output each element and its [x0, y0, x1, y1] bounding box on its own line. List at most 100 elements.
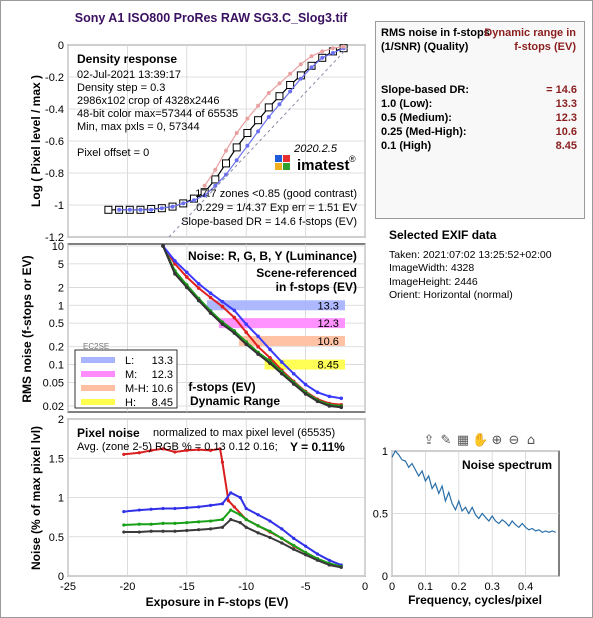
dr-row-label: 0.1 (High)	[381, 140, 432, 152]
noise-ytick-label: 1	[58, 300, 64, 312]
density-marker	[243, 129, 252, 137]
density-marker	[264, 103, 273, 112]
pixel-marker	[220, 502, 225, 506]
density-ytick-label: -0.2	[45, 72, 64, 84]
pixel-marker	[149, 529, 153, 533]
pixel-marker	[208, 503, 213, 507]
datatips-icon[interactable]: ▦	[456, 433, 470, 448]
density-ytick-label: -0.6	[45, 136, 64, 148]
pixel-marker	[292, 536, 296, 540]
dr-row-value: 8.45	[555, 140, 577, 152]
noise-marker	[196, 298, 201, 303]
legend-key: M:	[125, 369, 137, 381]
pixel-marker	[229, 508, 233, 512]
noise-marker	[339, 405, 344, 410]
density-marker	[211, 175, 220, 184]
density-marker	[245, 116, 250, 121]
pixel-marker	[280, 536, 284, 540]
density-marker	[266, 91, 271, 95]
noise-ytick-label: 5	[58, 259, 64, 271]
density-info-line: 2986x102 crop of 4328x2446	[77, 95, 220, 107]
pixel-marker	[161, 521, 165, 526]
noise-marker	[268, 356, 272, 360]
noise-marker	[327, 394, 332, 399]
dr-header-left: RMS noise in f-stops (1/SNR) (Quality)	[381, 27, 490, 53]
dr-bar-label: 8.45	[317, 360, 338, 372]
density-ytick-label: 0	[58, 40, 64, 52]
spectrum-series-line	[391, 449, 556, 533]
noise-marker	[339, 396, 344, 401]
density-marker	[222, 159, 231, 168]
zoom-in-icon[interactable]: ⊕	[491, 433, 503, 448]
pixel-marker	[149, 448, 153, 452]
density-ylabel: Log ( Pixel level / max )	[29, 75, 43, 207]
pixel-marker	[197, 528, 201, 532]
zoom-out-icon[interactable]: ⊖	[508, 433, 520, 448]
density-marker	[277, 81, 282, 86]
noise-marker	[256, 344, 260, 349]
noise-subtitle-1: Scene-referenced	[256, 266, 357, 280]
pixel-ytick-label: 0.5	[49, 532, 64, 544]
export-icon[interactable]: ⇪	[423, 433, 435, 448]
density-marker	[202, 183, 207, 188]
dr-bar-label: 10.6	[317, 336, 338, 348]
density-ytick-label: -0.8	[45, 168, 64, 180]
pixel-marker	[268, 535, 272, 540]
noise-marker	[185, 270, 189, 275]
density-marker	[181, 201, 186, 206]
exif-block: Selected EXIF data Taken: 2021:07:02 13:…	[389, 228, 589, 303]
noise-marker	[161, 244, 165, 248]
pixel-heading: Pixel noise	[77, 426, 140, 440]
exif-line-orient: Orient: Horizontal (normal)	[389, 289, 513, 301]
noise-marker	[256, 352, 260, 356]
dr-bar	[218, 318, 345, 329]
pixel-marker	[137, 508, 141, 512]
density-marker	[256, 103, 261, 108]
spectrum-ytick-label: 0.5	[373, 509, 388, 521]
brush-icon[interactable]: ✎	[440, 433, 452, 448]
noise-ylabel: RMS noise (f-stops or EV)	[20, 255, 34, 402]
pixel-marker	[304, 544, 308, 548]
pixel-marker	[280, 541, 284, 545]
noise-legend: L: 13.3 M: 12.3M-H: 10.6 H: 8.45	[74, 349, 178, 409]
dr-row-label: 0.25 (Med-High):	[381, 126, 467, 138]
density-marker	[309, 54, 314, 59]
noise-marker	[220, 322, 225, 326]
imatest-logo: imatest ®	[275, 154, 356, 174]
exif-line-width: ImageWidth: 4328	[389, 262, 475, 274]
density-marker	[213, 167, 218, 172]
pixel-marker	[256, 513, 260, 517]
density-bottom-line: 0.229 = 1/4.37 Exp err = 1.51 EV	[196, 202, 357, 214]
spectrum-xtick-label: 0.4	[518, 581, 533, 593]
dr-row-med-high: 0.25 (Med-High): 10.6	[381, 126, 577, 140]
density-marker	[234, 131, 239, 135]
dr-bar	[239, 335, 345, 346]
pixel-xlabel: Exposure in F-stops (EV)	[146, 595, 289, 609]
spectrum-ytick-label: 1	[382, 446, 388, 458]
version-label: 2020.2.5	[293, 143, 338, 155]
pixel-marker	[339, 565, 343, 569]
pixel-sub1: normalized to max pixel level (65535)	[153, 427, 335, 439]
pixel-xtick-label: -25	[60, 581, 76, 593]
noise-marker	[280, 371, 284, 376]
noise-marker	[220, 304, 225, 309]
pixel-ytick-label: 1.5	[49, 453, 64, 465]
figure-title: Sony A1 ISO800 ProRes RAW SG3.C_Slog3.ti…	[75, 11, 348, 25]
noise-series-line	[162, 245, 342, 407]
dr-bar-label: 13.3	[317, 300, 338, 312]
pixel-marker	[161, 506, 165, 511]
spectrum-xtick-label: 0.1	[418, 581, 433, 593]
noise-marker	[315, 390, 320, 395]
pixel-marker	[292, 543, 296, 547]
spectrum-xlabel: Frequency, cycles/pixel	[408, 593, 542, 607]
pixel-marker	[229, 517, 233, 522]
spectrum-ytick-label: 0	[382, 571, 388, 583]
pixel-marker	[238, 495, 242, 500]
density-marker	[138, 207, 143, 212]
pan-icon[interactable]: ✋	[472, 433, 489, 448]
pixel-ytick-label: 0	[58, 571, 64, 583]
density-marker	[159, 206, 164, 211]
density-marker	[341, 44, 346, 49]
legend-value: 13.3	[152, 355, 173, 367]
home-icon[interactable]: ⌂	[526, 433, 536, 448]
